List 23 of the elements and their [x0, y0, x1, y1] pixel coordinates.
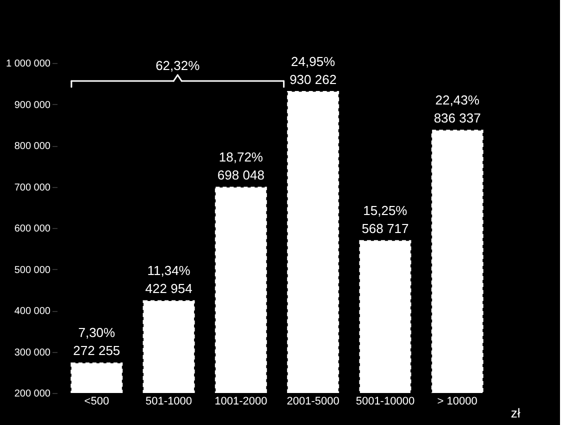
text: 15,25% 568 717: [362, 202, 409, 236]
y-tick-label: 600 000: [14, 224, 51, 234]
y-tick-label: 700 000: [14, 182, 51, 194]
y-tick-label: 900 000: [14, 100, 51, 111]
x-tick-label: <500: [84, 396, 110, 408]
text: 7,30% 272 255: [73, 325, 120, 358]
text: 24,95% 930 262: [290, 54, 337, 87]
x-tick-label: 2001-5000: [286, 396, 340, 408]
y-tick-label: 200 000: [14, 388, 51, 400]
text: 22,43% 836 337: [434, 92, 481, 126]
y-tick-label: 800 000: [14, 141, 51, 152]
text: 11,34% 422 954: [145, 263, 192, 296]
y-tick-label: 400 000: [14, 306, 51, 317]
y-tick-label: 500 000: [14, 264, 51, 276]
y-tick-label: 1 000 000: [6, 58, 51, 70]
x-axis-title: zł: [510, 406, 520, 420]
x-tick-label: 501-1000: [146, 396, 192, 408]
x-tick-label: 5001-10000: [356, 396, 415, 408]
x-tick-label: 1001-2000: [214, 396, 268, 408]
annotation: 62,32%: [156, 58, 200, 73]
y-tick-label: 300 000: [14, 347, 51, 358]
text: 18,72% 698 048: [217, 150, 264, 183]
x-tick-label: > 10000: [437, 396, 478, 408]
